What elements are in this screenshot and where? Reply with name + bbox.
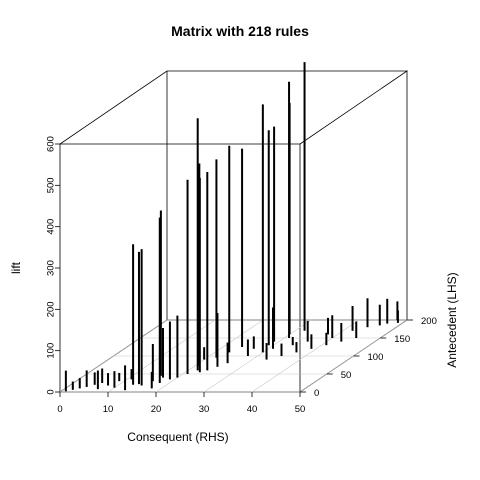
y-tick-label: 0 — [314, 388, 319, 399]
z-axis: 0 100 200 300 400 500 600 — [46, 136, 60, 395]
y-tick-label: 150 — [394, 334, 410, 345]
x-axis-label: Consequent (RHS) — [127, 430, 228, 444]
z-tick-label: 200 — [46, 301, 57, 317]
x-axis: 0 10 20 30 40 50 — [57, 392, 305, 415]
z-tick-label: 500 — [46, 177, 57, 193]
rule-bars — [64, 62, 399, 392]
right-edges — [299, 71, 408, 393]
x-tick-label: 20 — [151, 404, 162, 415]
top-edges — [59, 70, 409, 145]
front-face — [59, 143, 301, 393]
z-axis-label: lift — [9, 261, 23, 274]
x-tick-label: 10 — [103, 404, 114, 415]
y-tick-label: 50 — [341, 370, 352, 381]
y-tick-label: 200 — [421, 316, 437, 327]
z-tick-label: 600 — [46, 136, 57, 152]
x-tick-label: 40 — [247, 404, 258, 415]
plot-box — [59, 70, 409, 393]
y-axis: 0 50 100 150 200 — [300, 316, 437, 399]
z-tick-label: 0 — [46, 389, 57, 394]
y-tick-label: 100 — [368, 352, 384, 363]
z-tick-label: 300 — [46, 260, 57, 276]
chart-title: Matrix with 218 rules — [171, 23, 309, 39]
x-tick-label: 50 — [295, 404, 306, 415]
z-tick-label: 100 — [46, 343, 57, 359]
x-tick-label: 30 — [199, 404, 210, 415]
y-axis-label: Antecedent (LHS) — [445, 272, 459, 367]
x-tick-label: 0 — [57, 404, 62, 415]
z-tick-label: 400 — [46, 219, 57, 235]
